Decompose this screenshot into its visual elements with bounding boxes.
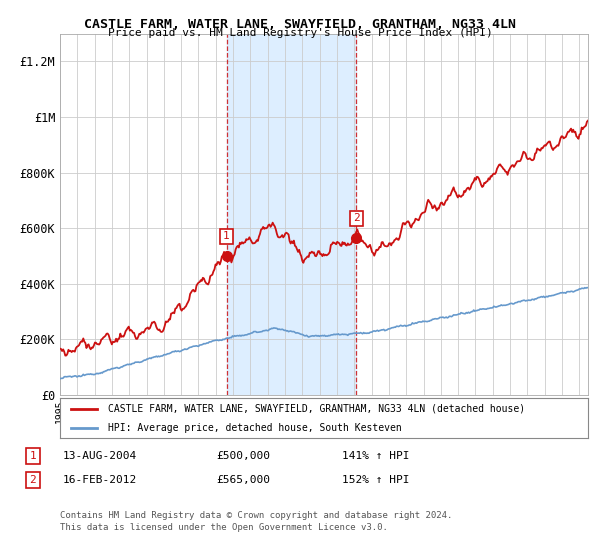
Text: 13-AUG-2004: 13-AUG-2004 (63, 451, 137, 461)
Text: 1: 1 (29, 451, 37, 461)
Text: Price paid vs. HM Land Registry's House Price Index (HPI): Price paid vs. HM Land Registry's House … (107, 28, 493, 38)
Text: CASTLE FARM, WATER LANE, SWAYFIELD, GRANTHAM, NG33 4LN: CASTLE FARM, WATER LANE, SWAYFIELD, GRAN… (84, 18, 516, 31)
Text: 141% ↑ HPI: 141% ↑ HPI (342, 451, 409, 461)
Text: 2: 2 (29, 475, 37, 485)
Text: 152% ↑ HPI: 152% ↑ HPI (342, 475, 409, 485)
Text: This data is licensed under the Open Government Licence v3.0.: This data is licensed under the Open Gov… (60, 523, 388, 532)
Text: 16-FEB-2012: 16-FEB-2012 (63, 475, 137, 485)
Bar (227, 34, 356, 395)
Text: Contains HM Land Registry data © Crown copyright and database right 2024.: Contains HM Land Registry data © Crown c… (60, 511, 452, 520)
Text: HPI: Average price, detached house, South Kesteven: HPI: Average price, detached house, Sout… (107, 423, 401, 433)
Text: CASTLE FARM, WATER LANE, SWAYFIELD, GRANTHAM, NG33 4LN (detached house): CASTLE FARM, WATER LANE, SWAYFIELD, GRAN… (107, 404, 524, 414)
Text: 2: 2 (353, 213, 360, 223)
Text: £565,000: £565,000 (216, 475, 270, 485)
Text: £500,000: £500,000 (216, 451, 270, 461)
Text: 1: 1 (223, 231, 230, 241)
